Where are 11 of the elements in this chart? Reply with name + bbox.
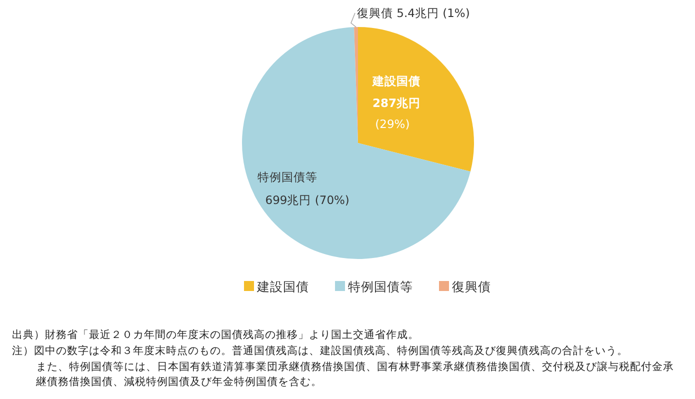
source-note: 出典）財務省「最近２０カ年間の年度末の国債残高の推移」より国土交通省作成。 xyxy=(12,328,420,343)
text: また、特例国債等には、日本国有鉄道清算事業団承継債務借換国債、国有林野事業承継債務借換国債、交付税及び譲与税配付金承継債務借換国債、減税特例国債及び年金特例国債を含む。 xyxy=(36,360,675,390)
data-label: 287兆円 (29%) xyxy=(372,96,420,132)
legend-label: 復興債 xyxy=(452,279,491,294)
legend-label: 建設国債 xyxy=(256,279,309,294)
data-label: 699兆円 (70%) xyxy=(265,192,350,207)
text: 注）図中の数字は令和３年度末時点のもの。普通国債残高は、建設国債残高、特例国債等残高及び復興債残高の合計をいう。 xyxy=(12,344,629,359)
slice-label: 特例国債等 xyxy=(257,170,318,184)
category-label: 復興債 5.4兆円 (1%) xyxy=(357,6,470,20)
legend-label: 特例国債等 xyxy=(348,279,413,294)
slice-label: 建設国債 xyxy=(371,74,420,88)
